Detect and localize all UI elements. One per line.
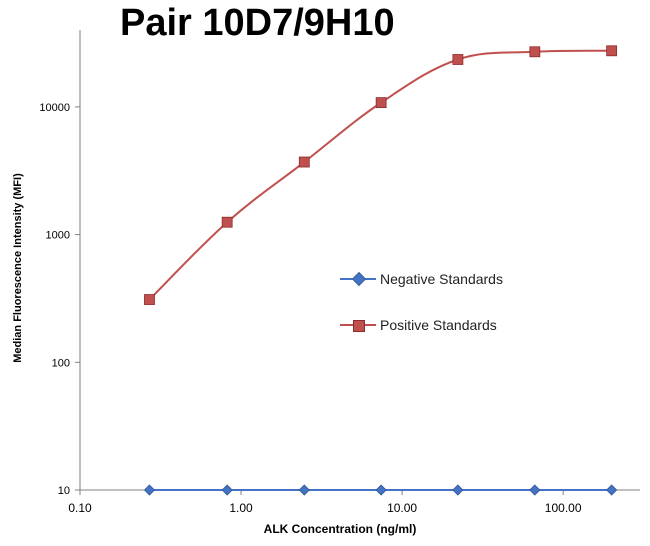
- legend: Negative Standards Positive Standards: [340, 268, 503, 360]
- data-point-positive: [298, 156, 310, 168]
- legend-diamond-marker: [351, 271, 367, 287]
- data-point-negative: [298, 484, 310, 496]
- x-tick-label: 1.00: [229, 501, 253, 515]
- legend-swatch-positive: [340, 317, 376, 333]
- data-point-positive: [144, 294, 155, 305]
- data-point-negative: [606, 484, 618, 496]
- y-tick-label: 10: [58, 485, 70, 497]
- series-layer: [143, 45, 618, 496]
- data-point-positive: [221, 216, 233, 228]
- x-tick-label: 0.10: [68, 501, 92, 515]
- y-tick-label: 10000: [39, 102, 70, 114]
- legend-swatch-negative: [340, 271, 376, 287]
- legend-square-marker: [353, 320, 365, 332]
- x-tick-label: 100.00: [545, 501, 582, 515]
- legend-item-negative: Negative Standards: [340, 268, 503, 290]
- series-line-positive: [148, 49, 612, 301]
- legend-label-negative: Negative Standards: [380, 271, 503, 287]
- chart-title: Pair 10D7/9H10: [120, 2, 395, 44]
- data-point-positive: [529, 46, 541, 58]
- legend-item-positive: Positive Standards: [340, 314, 503, 336]
- x-tick-label: 10.00: [387, 501, 417, 515]
- y-axis-label: Median Fluorescence Intensity (MFI): [12, 173, 24, 363]
- data-point-positive: [452, 54, 464, 65]
- y-tick-label: 1000: [46, 230, 70, 242]
- data-point-positive: [375, 97, 387, 109]
- data-point-negative: [529, 484, 541, 496]
- y-tick-label: 100: [52, 357, 70, 369]
- data-point-negative: [452, 484, 464, 496]
- data-point-negative: [143, 484, 156, 496]
- data-point-negative: [375, 484, 387, 496]
- legend-label-positive: Positive Standards: [380, 317, 497, 333]
- x-axis-label: ALK Concentration (ng/ml): [263, 522, 417, 536]
- data-point-negative: [221, 484, 233, 496]
- data-point-positive: [606, 45, 618, 57]
